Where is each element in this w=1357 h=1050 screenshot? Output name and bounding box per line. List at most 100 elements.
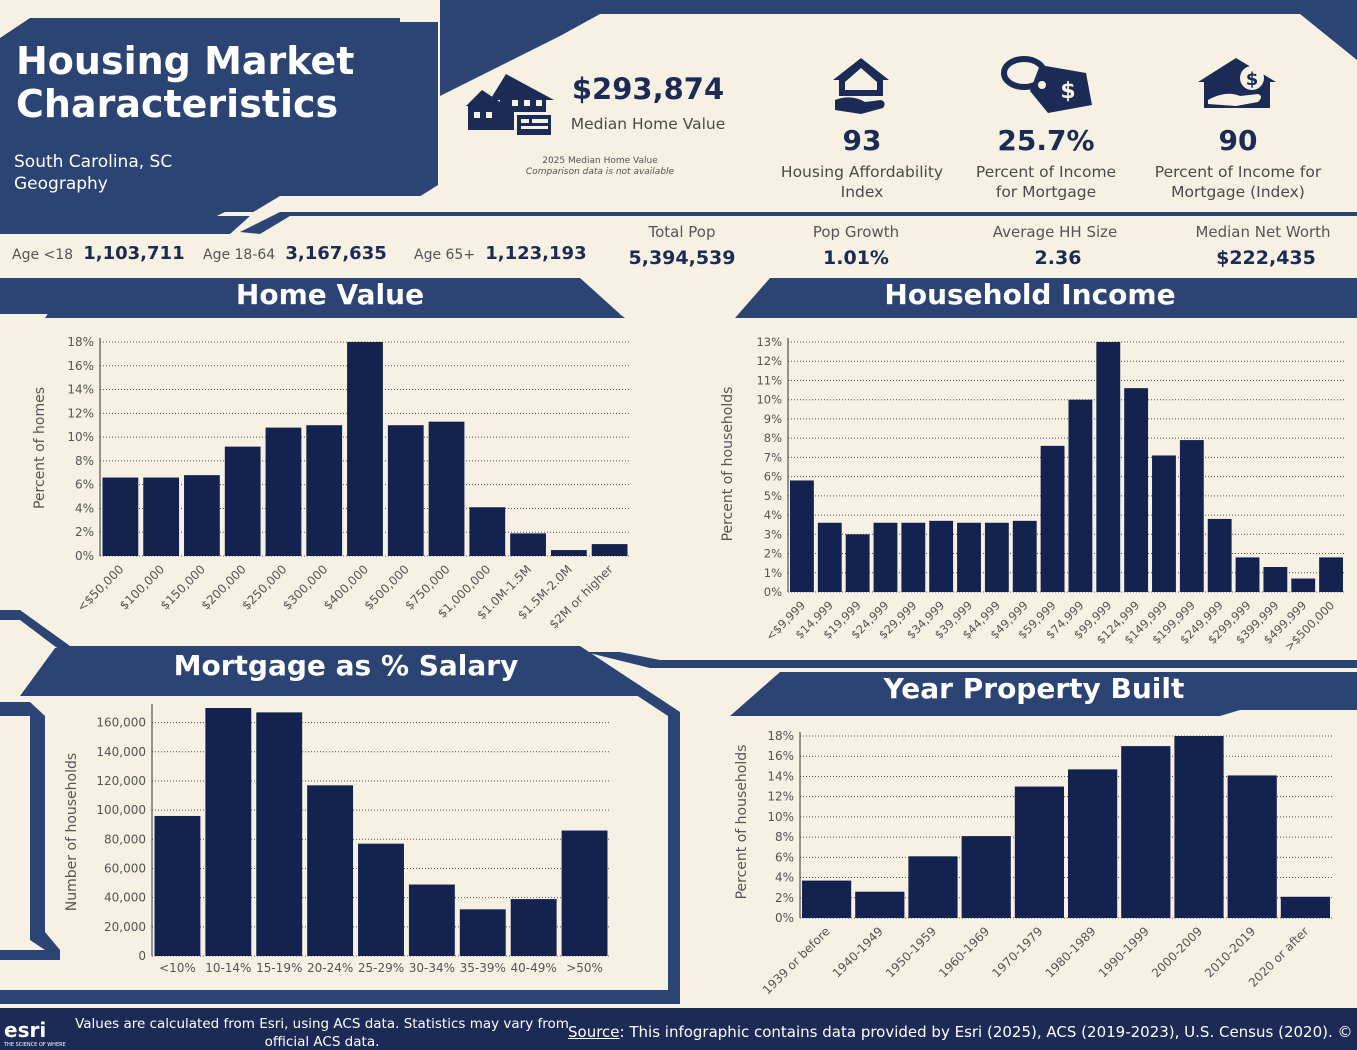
bar [591,544,628,556]
income-for-mortgage-label: Percent of Income for Mortgage [946,162,1146,202]
x-tick-label: 15-19% [256,961,302,975]
y-axis-label: Percent of households [720,387,736,542]
bar [901,522,926,592]
x-tick-label: 1960-1969 [936,924,992,980]
bar [790,480,814,592]
y-tick-label: 16% [767,749,794,763]
y-tick-label: 60,000 [104,861,146,875]
bar [154,815,201,956]
x-tick-label: 25-29% [358,961,404,975]
geography-type: Geography [14,174,108,194]
bar [256,712,303,956]
y-axis-label: Percent of homes [32,387,48,509]
note-line-2: Comparison data is not available [525,167,675,177]
y-tick-label: 2% [764,547,782,561]
y-tick-label: 120,000 [96,774,146,788]
x-tick-label: 35-39% [460,961,506,975]
x-tick-label: 1939 or before [760,924,833,997]
note-line-1: 2025 Median Home Value [542,156,658,166]
bar [1014,786,1064,918]
age-label: Age 65+ [414,247,476,263]
geography-name: South Carolina, SC [14,152,173,172]
bar [205,708,252,956]
bar [184,475,220,556]
bar [307,785,354,956]
y-tick-label: 18% [767,729,794,743]
y-tick-label: 160,000 [96,716,146,730]
total-pop-label: Total Pop [648,223,716,241]
source-link[interactable]: Source [568,1023,620,1041]
bar [1179,440,1204,592]
y-tick-label: 16% [67,359,94,373]
bar [1235,557,1260,592]
esri-logo-tagline: THE SCIENCE OF WHERE [4,1042,66,1048]
y-tick-label: 40,000 [104,891,146,905]
x-tick-label: 1940-1949 [830,924,886,980]
y-tick-label: 8% [75,454,94,468]
median-home-value-note: 2025 Median Home Value Comparison data i… [500,156,700,178]
bar [510,533,546,556]
x-tick-label: 1980-1989 [1043,924,1099,980]
year-built-title: Year Property Built [883,672,1185,705]
y-tick-label: 3% [764,527,782,541]
y-tick-label: 13% [756,335,782,349]
bar [1068,769,1118,918]
price-tag-icon: $ [1001,56,1092,113]
bar [1121,746,1171,918]
age-value: 1,103,711 [83,243,185,264]
kpi-label-line: Percent of Income [975,163,1117,181]
y-tick-label: 12% [767,790,794,804]
avg-hh-size-value: 2.36 [1034,247,1082,269]
bar [1124,388,1149,592]
y-tick-label: 0% [775,911,794,925]
bar [1012,520,1037,592]
page-title: Housing Market Characteristics [16,39,355,126]
footer-disclaimer-line: official ACS data. [264,1034,380,1050]
bar [855,891,905,918]
y-tick-label: 6% [764,470,782,484]
geography-label: South Carolina, SC Geography [14,151,172,195]
x-tick-label: 1950-1959 [883,924,939,980]
x-tick-label: >50% [566,961,603,975]
household-income-chart: 0% 1% 2% 3% 4% 5% 6% 7% 8% 9% 10% 11% 12% 13% Percent … [720,335,1345,654]
age-value: 3,167,635 [285,243,387,264]
y-tick-label: 4% [764,508,782,522]
bar [1207,518,1232,592]
x-tick-label: 20-24% [307,961,353,975]
bar [143,477,180,556]
bar [817,522,842,592]
bar [306,425,343,556]
x-tick-label: 2000-2009 [1149,924,1205,980]
bar [1068,399,1093,592]
y-tick-label: 100,000 [96,803,146,817]
y-axis-label: Percent of households [734,745,750,900]
bar [408,884,455,956]
age-value: 1,123,193 [485,243,587,264]
footer-source: Source: This infographic contains data p… [568,1023,1357,1041]
y-tick-label: 0% [764,585,782,599]
kpi-label-line: Index [840,183,884,201]
y-tick-label: 0 [138,949,146,963]
household-income-title: Household Income [884,278,1176,311]
x-tick-label: <$50,000 [74,562,126,614]
mortgage-index-value: 90 [1218,124,1258,157]
bar [908,856,958,918]
y-tick-label: 12% [67,406,94,420]
bar [1040,445,1065,592]
bar [347,342,383,556]
bar [102,477,139,556]
avg-hh-size-label: Average HH Size [992,223,1118,241]
bar [469,507,506,556]
median-net-worth-value: $222,435 [1216,247,1316,269]
y-tick-label: 20,000 [104,920,146,934]
kpi-label-line: Mortgage (Index) [1171,183,1305,201]
y-tick-label: 8% [764,431,782,445]
bar [428,421,465,556]
bar [984,522,1009,592]
y-tick-label: 10% [67,430,94,444]
age-under-18: Age <18 1,103,711 [12,243,185,264]
income-for-mortgage-value: 25.7% [997,124,1095,157]
bar [459,909,506,956]
y-tick-label: 6% [75,478,94,492]
